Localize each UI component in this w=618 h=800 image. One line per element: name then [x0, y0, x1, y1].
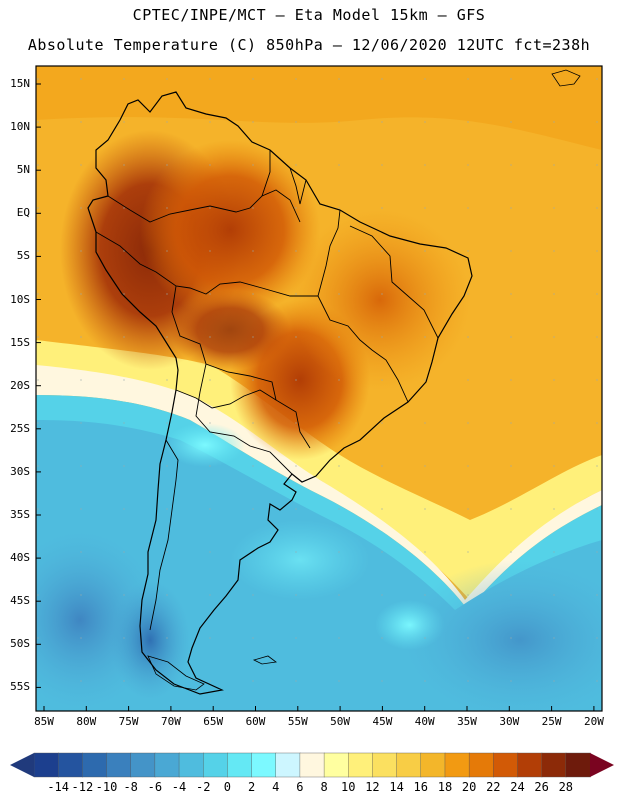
colorbar-cell-5: [154, 752, 180, 778]
lon-label-20w: 20W: [583, 715, 604, 728]
colorbar-label: 0: [223, 780, 231, 794]
colorbar-label: 16: [413, 780, 428, 794]
lon-label-45w: 45W: [372, 715, 393, 728]
lat-label-25s: 25S: [10, 421, 30, 435]
lat-label-15s: 15S: [10, 335, 30, 349]
colorbar-label: 24: [510, 780, 525, 794]
colorbar-cell-22: [565, 752, 591, 778]
colorbar-label: 20: [461, 780, 477, 794]
colorbar-label: 18: [437, 780, 453, 794]
lon-label-40w: 40W: [414, 715, 435, 728]
lon-label-60w: 60W: [245, 715, 266, 728]
falkland-islands: [252, 655, 278, 665]
colorbar-label: 12: [365, 780, 380, 794]
colorbar-cell-11: [299, 752, 325, 778]
colorbar-label: 2: [247, 780, 256, 794]
colorbar-label: -2: [195, 780, 211, 794]
lat-label-55s: 55S: [10, 680, 30, 694]
lon-label-85w: 85W: [34, 715, 54, 728]
colorbar-label: -12: [71, 780, 94, 794]
colorbar-label: -8: [123, 780, 138, 794]
lat-label-20s: 20S: [10, 378, 30, 392]
axis-ticks: [36, 83, 595, 711]
colorbar-cell-10: [275, 752, 301, 778]
colorbar-cell-16: [420, 752, 446, 778]
colorbar-label: 28: [558, 780, 574, 794]
colorbar-label: -14: [47, 780, 70, 794]
colorbar-cell-17: [444, 752, 470, 778]
lon-label-25w: 25W: [541, 715, 562, 728]
lon-label-75w: 75W: [118, 715, 139, 728]
colorbar-label: 8: [320, 780, 328, 794]
colorbar-label: 26: [534, 780, 549, 794]
colorbar-cell-3: [106, 752, 132, 778]
lat-label-10s: 10S: [10, 292, 30, 306]
colorbar-label: 14: [389, 780, 404, 794]
lon-label-30w: 30W: [499, 715, 520, 728]
colorbar-label: -4: [171, 780, 187, 794]
colorbar-cell-15: [396, 752, 422, 778]
colorbar-label: 10: [341, 780, 356, 794]
colorbar-overflow-arrow: [590, 753, 614, 777]
colorbar-underflow-arrow: [10, 753, 34, 777]
colorbar-cell-20: [517, 752, 543, 778]
colorbar-label: 6: [296, 780, 304, 794]
colorbar-cell-12: [323, 752, 349, 778]
lat-label-15n: 15N: [10, 77, 30, 90]
colorbar-cell-13: [348, 752, 374, 778]
lat-label-eq: EQ: [16, 206, 30, 220]
colorbar-cell-19: [493, 752, 519, 778]
lon-label-65w: 65W: [203, 715, 224, 728]
colorbar-cell-1: [57, 752, 84, 778]
lon-label-70w: 70W: [160, 715, 181, 728]
caribbean-islands: [551, 69, 581, 87]
colorbar-cell-7: [203, 752, 229, 778]
map-title-line2: Absolute Temperature (C) 850hPa – 12/06/…: [27, 36, 591, 54]
colorbar-cell-6: [178, 752, 204, 778]
colorbar-label: 4: [272, 780, 280, 794]
colorbar-label: -10: [95, 780, 118, 794]
colorbar-cell-21: [541, 752, 567, 778]
grid-dots: [36, 66, 602, 711]
lat-label-40s: 40S: [10, 551, 30, 565]
colorbar-cell-4: [130, 752, 156, 778]
lon-label-80w: 80W: [76, 715, 97, 728]
country-borders: [95, 150, 439, 631]
colorbar-cell-2: [82, 752, 108, 778]
colorbar-cell-14: [372, 752, 398, 778]
lat-label-30s: 30S: [10, 464, 30, 478]
colorbar-cell-0: [33, 752, 59, 778]
colorbar-label: -6: [147, 780, 163, 794]
lat-label-35s: 35S: [10, 508, 30, 521]
lat-label-5s: 5S: [16, 249, 30, 263]
lat-label-5n: 5N: [16, 163, 30, 177]
lon-label-35w: 35W: [457, 715, 477, 728]
colorbar-label: 22: [486, 780, 501, 794]
colorbar-cell-9: [251, 752, 277, 778]
south-america-coastline: [87, 91, 473, 695]
lat-label-10n: 10N: [10, 120, 30, 134]
colorbar-cell-8: [227, 752, 253, 778]
lon-label-55w: 55W: [287, 715, 308, 728]
map-title-line1: CPTEC/INPE/MCT – Eta Model 15km – GFS: [132, 6, 486, 24]
colorbar-cell-18: [468, 752, 495, 778]
lat-label-45s: 45S: [10, 594, 30, 608]
lat-label-50s: 50S: [10, 637, 30, 651]
tierra-del-fuego: [147, 655, 205, 691]
lon-label-50w: 50W: [330, 715, 351, 728]
plot-frame: [35, 65, 603, 712]
